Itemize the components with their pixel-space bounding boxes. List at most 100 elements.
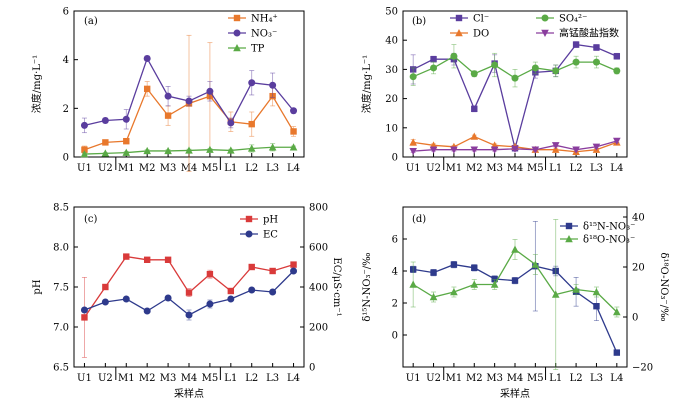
data-point: [429, 146, 438, 154]
y-tick-label: 7.5: [53, 283, 69, 294]
y-axis-label: δ¹⁵N-NO₃⁻/‰: [362, 252, 373, 321]
data-point: [101, 117, 109, 124]
data-point: [227, 287, 235, 295]
x-tick-label: L3: [266, 373, 279, 384]
data-point: [143, 54, 151, 62]
data-point: [572, 41, 580, 48]
data-point: [248, 120, 255, 128]
data-point: [450, 261, 458, 268]
legend-marker: [233, 14, 241, 22]
data-point: [185, 289, 193, 296]
data-point: [531, 260, 540, 268]
data-point: [470, 146, 479, 154]
data-point: [471, 105, 478, 113]
data-point: [511, 277, 519, 284]
legend-label: pH: [263, 215, 278, 226]
x-tick-label: M3: [160, 163, 177, 174]
x-tick-label: U2: [98, 373, 113, 384]
legend-marker: [455, 29, 463, 37]
data-point: [269, 267, 276, 275]
x-tick-label: M1: [118, 163, 135, 174]
x-tick-label: M4: [507, 163, 524, 174]
x-tick-label: L1: [224, 373, 237, 384]
panel-b: U1 U2 M1 M2 M3 M4 M5 L1 L2 L3 L4 0 10 20 30 40 50 浓度/mg·L…: [360, 7, 628, 174]
x-tick-label: L1: [549, 163, 562, 174]
data-point: [450, 52, 458, 60]
y-tick-label: 7.0: [53, 323, 69, 334]
legend-marker: [233, 44, 241, 52]
data-point: [206, 145, 214, 153]
data-point: [593, 303, 600, 310]
x-tick-label: L2: [245, 163, 258, 174]
x-tick-label: L1: [224, 163, 237, 174]
data-point: [511, 245, 519, 253]
data-point: [185, 311, 193, 319]
data-point: [81, 314, 88, 321]
data-point: [247, 144, 256, 152]
data-point: [450, 146, 458, 154]
data-point: [164, 256, 172, 263]
data-point: [269, 81, 277, 89]
y-tick-label: 2: [392, 299, 398, 310]
legend-label: 高锰酸盐指数: [559, 27, 619, 40]
x-tick-label: L4: [287, 163, 300, 174]
data-point: [289, 143, 298, 151]
y-axis-label: 浓度/mg·L⁻¹: [360, 55, 373, 113]
data-point: [143, 85, 151, 93]
data-point: [185, 146, 193, 154]
data-point: [227, 295, 235, 303]
data-point: [409, 138, 417, 146]
data-point: [470, 132, 479, 140]
x-tick-label: L4: [610, 373, 623, 384]
data-point: [123, 137, 130, 145]
data-point: [248, 79, 256, 87]
y-right-tick-label: 200: [309, 323, 328, 334]
y-axis-label: pH: [32, 279, 43, 294]
y-tick-label: 20: [385, 94, 398, 105]
y-tick-label: 6: [392, 235, 398, 246]
x-tick-label: M2: [139, 163, 156, 174]
y-tick-label: 6.5: [53, 363, 69, 374]
data-point: [102, 283, 109, 291]
data-point: [122, 148, 131, 156]
x-tick-label: L4: [610, 163, 623, 174]
x-tick-label: M1: [446, 373, 463, 384]
data-point: [206, 300, 214, 308]
data-point: [613, 137, 621, 145]
data-point: [592, 58, 600, 66]
x-tick-label: M5: [202, 163, 219, 174]
data-point: [101, 149, 110, 157]
data-point: [450, 288, 458, 296]
y-tick-label: 0: [392, 331, 398, 342]
data-point: [572, 285, 580, 293]
data-point: [511, 74, 519, 82]
data-point: [143, 146, 151, 155]
y-tick-label: 2: [63, 104, 69, 115]
data-point: [290, 128, 297, 135]
data-point: [143, 307, 151, 315]
legend-marker: [245, 215, 253, 223]
data-point: [552, 67, 560, 75]
data-point: [185, 97, 193, 105]
data-point: [269, 288, 277, 296]
data-point: [101, 298, 109, 306]
panel-label: (c): [84, 214, 98, 225]
data-point: [164, 146, 172, 155]
data-point: [227, 146, 235, 154]
x-tick-label: U2: [426, 373, 441, 384]
data-point: [491, 61, 499, 69]
data-point: [592, 288, 601, 296]
series-line: [83, 255, 294, 318]
x-tick-label: M5: [527, 163, 544, 174]
y-tick-label: 4: [392, 267, 398, 278]
x-tick-label: U1: [406, 163, 421, 174]
legend-label: TP: [251, 44, 265, 55]
data-point: [613, 53, 621, 60]
data-point: [206, 87, 214, 95]
x-tick-label: U2: [98, 163, 113, 174]
data-point: [471, 264, 478, 271]
y-tick-label: 8.0: [53, 243, 69, 254]
data-point: [268, 143, 277, 151]
